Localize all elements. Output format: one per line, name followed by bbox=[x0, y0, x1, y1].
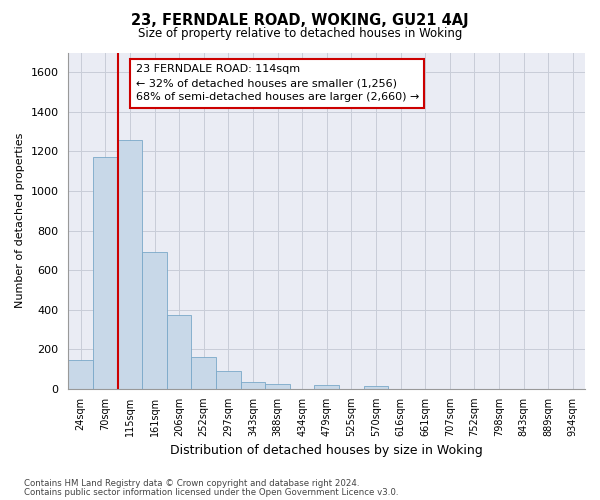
Bar bbox=[167, 315, 191, 389]
Bar bbox=[364, 386, 388, 389]
Text: 23 FERNDALE ROAD: 114sqm
← 32% of detached houses are smaller (1,256)
68% of sem: 23 FERNDALE ROAD: 114sqm ← 32% of detach… bbox=[136, 64, 419, 102]
Y-axis label: Number of detached properties: Number of detached properties bbox=[15, 133, 25, 308]
Text: Contains HM Land Registry data © Crown copyright and database right 2024.: Contains HM Land Registry data © Crown c… bbox=[24, 479, 359, 488]
Text: Size of property relative to detached houses in Woking: Size of property relative to detached ho… bbox=[138, 28, 462, 40]
Bar bbox=[118, 140, 142, 389]
Bar bbox=[142, 252, 167, 389]
Bar bbox=[314, 386, 339, 389]
Bar bbox=[216, 371, 241, 389]
X-axis label: Distribution of detached houses by size in Woking: Distribution of detached houses by size … bbox=[170, 444, 483, 458]
Bar bbox=[241, 382, 265, 389]
Bar bbox=[68, 360, 93, 389]
Text: 23, FERNDALE ROAD, WOKING, GU21 4AJ: 23, FERNDALE ROAD, WOKING, GU21 4AJ bbox=[131, 12, 469, 28]
Bar bbox=[265, 384, 290, 389]
Bar bbox=[191, 357, 216, 389]
Bar bbox=[93, 158, 118, 389]
Text: Contains public sector information licensed under the Open Government Licence v3: Contains public sector information licen… bbox=[24, 488, 398, 497]
